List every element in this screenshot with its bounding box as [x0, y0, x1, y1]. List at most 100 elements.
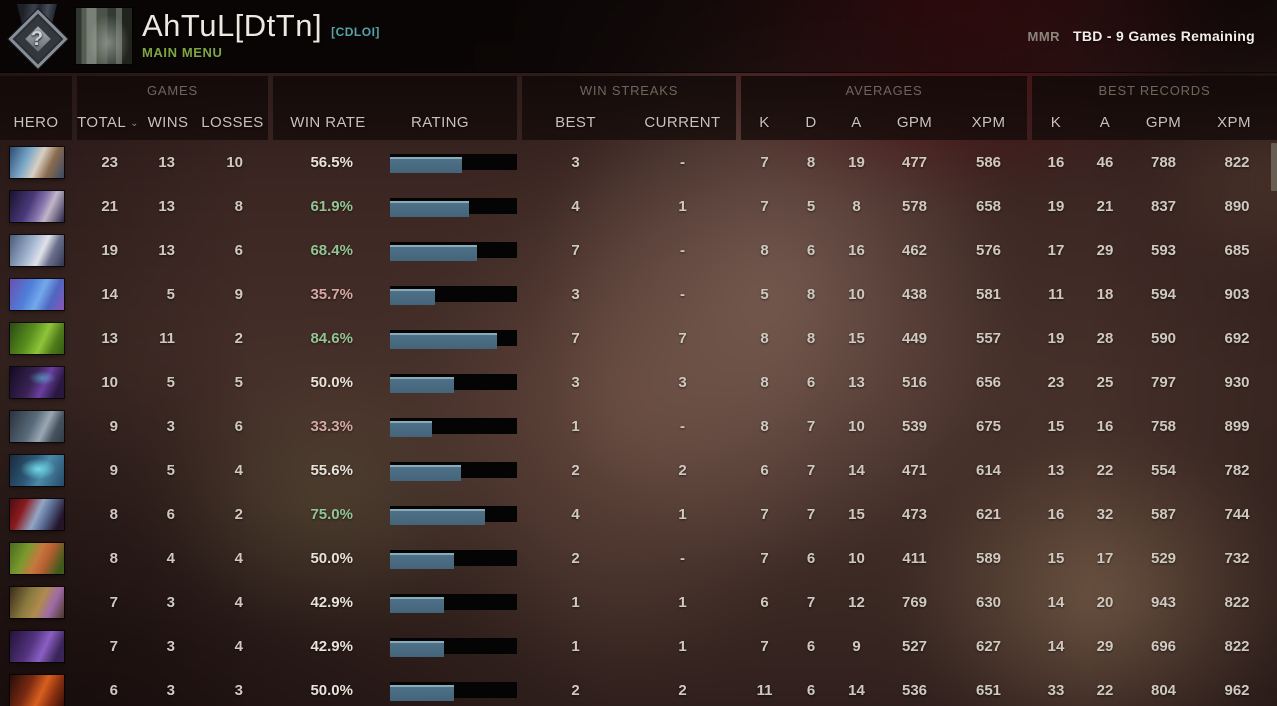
hero-portrait-ember-spirit[interactable] [0, 674, 72, 706]
best-kills: 33 [1047, 681, 1065, 699]
avg-kills: 7 [760, 153, 769, 171]
col-header-avg-k[interactable]: K [759, 114, 770, 131]
hero-row-queen-of-pain[interactable]: 8 6 2 75.0% 4 1 7 7 15 473 621 16 32 587 744 [0, 492, 1277, 536]
col-header-record-xpm[interactable]: XPM [1217, 114, 1251, 131]
hero-row-faceless-void[interactable]: 7 3 4 42.9% 1 1 7 6 9 527 627 14 29 696 822 [0, 624, 1277, 668]
top-bar: ? AhTuL[DtTn] [CDLOI] MAIN MENU MMR TBD … [0, 0, 1277, 73]
hero-portrait-alchemist[interactable] [0, 586, 72, 618]
col-header-avg-d[interactable]: D [805, 114, 817, 131]
col-header-record-gpm[interactable]: GPM [1145, 114, 1182, 131]
rating-bar-track [390, 198, 517, 217]
avg-gpm: 536 [901, 681, 928, 699]
col-header-wins[interactable]: WINS [147, 114, 189, 131]
col-header-best[interactable]: BEST [555, 114, 596, 131]
avg-gpm: 539 [901, 417, 928, 435]
scrollbar[interactable] [1270, 140, 1277, 706]
avg-deaths: 6 [806, 373, 816, 391]
hero-portrait-faceless-void[interactable] [0, 630, 72, 662]
col-header-record-a[interactable]: A [1099, 114, 1111, 131]
wins: 3 [166, 417, 175, 435]
avg-xpm: 576 [975, 241, 1002, 259]
best-xpm: 890 [1224, 197, 1250, 215]
rating-bar-fill [390, 465, 461, 481]
best-assists: 25 [1096, 373, 1114, 391]
col-header-avg-xpm[interactable]: XPM [971, 114, 1006, 131]
col-header-rating[interactable]: RATING [411, 114, 469, 131]
mmr-block: MMR TBD - 9 Games Remaining [1028, 0, 1256, 72]
hero-portrait-silencer[interactable] [0, 190, 72, 222]
scrollbar-thumb[interactable] [1271, 143, 1277, 191]
hero-row-zeus[interactable]: 23 13 10 56.5% 3 - 7 8 19 477 586 16 46 788 822 [0, 140, 1277, 184]
avg-gpm: 516 [901, 373, 928, 391]
best-streak: 2 [571, 681, 580, 699]
total-games: 23 [101, 153, 118, 171]
hero-row-mirana[interactable]: 19 13 6 68.4% 7 - 8 6 16 462 576 17 29 593 685 [0, 228, 1277, 272]
col-header-current[interactable]: CURRENT [644, 114, 721, 131]
losses: 2 [234, 505, 243, 523]
avg-xpm: 675 [975, 417, 1002, 435]
spectre-icon [10, 366, 64, 398]
group-label-averages: AVERAGES [845, 83, 923, 98]
best-assists: 28 [1096, 329, 1114, 347]
best-xpm: 930 [1224, 373, 1250, 391]
total-games: 8 [109, 549, 118, 567]
player-avatar[interactable] [76, 8, 132, 64]
hero-portrait-zeus[interactable] [0, 146, 72, 178]
hero-row-alchemist[interactable]: 7 3 4 42.9% 1 1 6 7 12 769 630 14 20 943 822 [0, 580, 1277, 624]
avg-xpm: 651 [975, 681, 1002, 699]
best-kills: 14 [1047, 593, 1065, 611]
hero-row-phantom-assassin[interactable]: 9 3 6 33.3% 1 - 8 7 10 539 675 15 16 758 899 [0, 404, 1277, 448]
avg-assists: 10 [848, 285, 865, 303]
hero-row-rubick[interactable]: 13 11 2 84.6% 7 7 8 8 15 449 557 19 28 590 692 [0, 316, 1277, 360]
rating-bar-fill [390, 553, 454, 569]
best-gpm: 758 [1150, 417, 1177, 435]
best-gpm: 943 [1150, 593, 1177, 611]
best-streak: 4 [571, 505, 580, 523]
avg-gpm: 527 [901, 637, 928, 655]
avg-deaths: 6 [806, 241, 816, 259]
hero-row-puck[interactable]: 14 5 9 35.7% 3 - 5 8 10 438 581 11 18 594 903 [0, 272, 1277, 316]
losses: 4 [234, 637, 243, 655]
col-header-hero[interactable]: HERO [13, 114, 59, 131]
avg-deaths: 7 [806, 461, 816, 479]
best-assists: 22 [1096, 681, 1114, 699]
best-kills: 19 [1047, 197, 1065, 215]
hero-row-ember-spirit[interactable]: 6 3 3 50.0% 2 2 11 6 14 536 651 33 22 804 962 [0, 668, 1277, 706]
wins: 3 [166, 593, 175, 611]
current-streak: 2 [678, 461, 687, 479]
hero-row-spectre[interactable]: 10 5 5 50.0% 3 3 8 6 13 516 656 23 25 797 930 [0, 360, 1277, 404]
col-header-avg-gpm[interactable]: GPM [896, 114, 933, 131]
hero-row-silencer[interactable]: 21 13 8 61.9% 4 1 7 5 8 578 658 19 21 837 890 [0, 184, 1277, 228]
avg-assists: 12 [848, 593, 865, 611]
hero-portrait-mirana[interactable] [0, 234, 72, 266]
col-header-losses[interactable]: LOSSES [201, 114, 264, 131]
best-kills: 15 [1047, 417, 1065, 435]
avg-deaths: 6 [806, 637, 816, 655]
col-header-total[interactable]: TOTAL ⌄ [77, 114, 139, 131]
best-kills: 14 [1047, 637, 1065, 655]
hero-row-windranger[interactable]: 8 4 4 50.0% 2 - 7 6 10 411 589 15 17 529 732 [0, 536, 1277, 580]
losses: 3 [234, 681, 243, 699]
puck-icon [10, 278, 64, 310]
hero-portrait-windranger[interactable] [0, 542, 72, 574]
rating-bar-fill [390, 685, 454, 701]
hero-portrait-phantom-assassin[interactable] [0, 410, 72, 442]
best-streak: 4 [571, 197, 580, 215]
current-streak: 1 [678, 197, 687, 215]
hero-portrait-spectre[interactable] [0, 366, 72, 398]
col-header-win-rate[interactable]: WIN RATE [290, 114, 366, 131]
col-header-record-k[interactable]: K [1050, 114, 1062, 131]
hero-portrait-storm-spirit[interactable] [0, 454, 72, 486]
rating-bar-track [390, 550, 517, 569]
losses: 4 [234, 593, 243, 611]
hero-portrait-queen-of-pain[interactable] [0, 498, 72, 530]
win-rate: 50.0% [310, 681, 353, 699]
header-box-streaks: WIN STREAKS BEST CURRENT [522, 76, 736, 140]
current-streak: - [680, 153, 685, 171]
hero-portrait-rubick[interactable] [0, 322, 72, 354]
avg-assists: 10 [848, 417, 865, 435]
hero-portrait-puck[interactable] [0, 278, 72, 310]
col-header-avg-a[interactable]: A [851, 114, 862, 131]
main-menu-link[interactable]: MAIN MENU [142, 45, 223, 60]
hero-row-storm-spirit[interactable]: 9 5 4 55.6% 2 2 6 7 14 471 614 13 22 554 782 [0, 448, 1277, 492]
